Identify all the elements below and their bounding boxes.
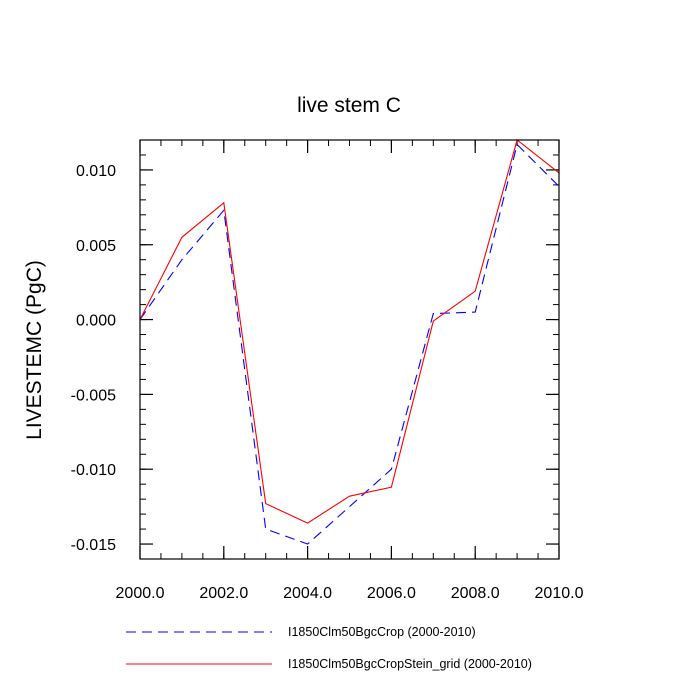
series-line-1 <box>139 143 560 545</box>
x-tick-label: 2004.0 <box>283 585 332 602</box>
legend: I1850Clm50BgcCrop (2000-2010) I1850Clm50B… <box>126 625 532 671</box>
y-axis-label: LIVESTEMC (PgC) <box>23 260 46 440</box>
y-tick-label: 0.000 <box>76 313 116 330</box>
x-tick-label: 2008.0 <box>451 585 500 602</box>
x-tick-label: 2006.0 <box>367 585 416 602</box>
legend-label-1: I1850Clm50BgcCrop (2000-2010) <box>288 625 476 639</box>
x-tick-label: 2002.0 <box>199 585 248 602</box>
y-tick-label: -0.005 <box>71 387 116 404</box>
y-tick-label: -0.015 <box>71 537 116 554</box>
legend-label-2: I1850Clm50BgcCropStein_grid (2000-2010) <box>288 657 532 671</box>
x-tick-label: 2010.0 <box>535 585 584 602</box>
x-tick-label: 2000.0 <box>116 585 165 602</box>
axis-ticks: 2000.0 2002.0 2004.0 2006.0 2008.0 2010.0 0.01… <box>71 139 584 602</box>
chart-title: live stem C <box>297 94 401 117</box>
y-tick-label: 0.010 <box>76 163 116 180</box>
y-tick-label: -0.010 <box>71 462 116 479</box>
plot-frame <box>139 139 560 560</box>
series-layer <box>139 139 560 545</box>
y-tick-label: 0.005 <box>76 238 116 255</box>
series-line-2 <box>139 139 560 524</box>
